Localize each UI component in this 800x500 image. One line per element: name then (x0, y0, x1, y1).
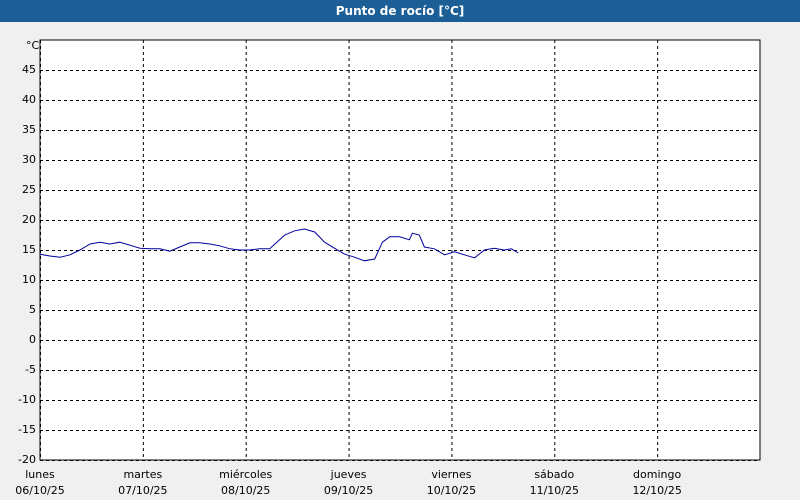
y-tick-label: 10 (22, 273, 36, 286)
x-tick-label: domingo (633, 468, 681, 481)
x-tick-label: lunes (25, 468, 55, 481)
y-tick-label: 40 (22, 93, 36, 106)
y-tick-label: 0 (29, 333, 36, 346)
y-tick-label: 30 (22, 153, 36, 166)
x-tick-date: 12/10/25 (632, 484, 681, 497)
y-tick-label: 5 (29, 303, 36, 316)
y-tick-label: -10 (18, 393, 36, 406)
y-tick-label: -5 (25, 363, 36, 376)
x-tick-label: miércoles (219, 468, 272, 481)
y-tick-label: -15 (18, 423, 36, 436)
x-tick-date: 08/10/25 (221, 484, 270, 497)
y-tick-label: 20 (22, 213, 36, 226)
y-unit: °C (26, 39, 40, 52)
x-tick-date: 06/10/25 (15, 484, 64, 497)
y-tick-label: 45 (22, 63, 36, 76)
line (39, 228, 519, 262)
x-tick-date: 09/10/25 (324, 484, 373, 497)
x-tick-date: 10/10/25 (427, 484, 476, 497)
y-tick-label: -20 (18, 453, 36, 466)
x-tick-date: 07/10/25 (118, 484, 167, 497)
x-tick-label: viernes (431, 468, 471, 481)
y-tick-label: 15 (22, 243, 36, 256)
y-tick-label: 35 (22, 123, 36, 136)
title-bar: Punto de rocío [°C] (0, 0, 800, 22)
y-tick-label: 25 (22, 183, 36, 196)
x-tick-label: jueves (330, 468, 367, 481)
x-tick-label: martes (123, 468, 162, 481)
x-tick-label: sábado (534, 468, 574, 481)
x-tick-date: 11/10/25 (530, 484, 579, 497)
